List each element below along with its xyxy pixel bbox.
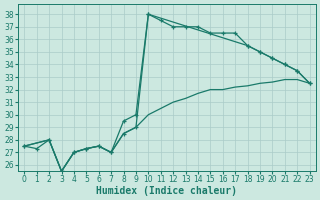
X-axis label: Humidex (Indice chaleur): Humidex (Indice chaleur) — [96, 186, 237, 196]
